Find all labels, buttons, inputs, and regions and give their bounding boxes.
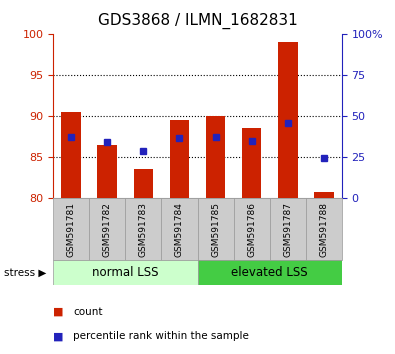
Text: GSM591787: GSM591787 — [283, 202, 292, 257]
Bar — [314, 192, 333, 198]
Bar — [98, 145, 117, 198]
FancyBboxPatch shape — [53, 198, 89, 260]
Text: stress ▶: stress ▶ — [4, 268, 46, 278]
Text: GSM591786: GSM591786 — [247, 202, 256, 257]
Text: GDS3868 / ILMN_1682831: GDS3868 / ILMN_1682831 — [98, 12, 297, 29]
Bar — [134, 170, 153, 198]
Text: ■: ■ — [53, 307, 64, 316]
FancyBboxPatch shape — [89, 198, 126, 260]
Text: percentile rank within the sample: percentile rank within the sample — [73, 331, 249, 341]
Text: GSM591784: GSM591784 — [175, 202, 184, 257]
FancyBboxPatch shape — [162, 198, 198, 260]
FancyBboxPatch shape — [53, 260, 198, 285]
FancyBboxPatch shape — [198, 198, 233, 260]
Bar — [62, 112, 81, 198]
Text: ■: ■ — [53, 331, 64, 341]
Text: elevated LSS: elevated LSS — [231, 266, 308, 279]
FancyBboxPatch shape — [126, 198, 162, 260]
FancyBboxPatch shape — [233, 198, 270, 260]
FancyBboxPatch shape — [306, 198, 342, 260]
FancyBboxPatch shape — [198, 260, 342, 285]
Text: count: count — [73, 307, 103, 316]
Text: GSM591781: GSM591781 — [67, 202, 76, 257]
Bar — [242, 128, 261, 198]
Text: GSM591785: GSM591785 — [211, 202, 220, 257]
Bar — [169, 120, 189, 198]
Text: GSM591788: GSM591788 — [319, 202, 328, 257]
Text: GSM591782: GSM591782 — [103, 202, 112, 257]
Text: normal LSS: normal LSS — [92, 266, 159, 279]
Bar — [206, 116, 226, 198]
FancyBboxPatch shape — [270, 198, 306, 260]
Bar — [278, 42, 297, 198]
Text: GSM591783: GSM591783 — [139, 202, 148, 257]
